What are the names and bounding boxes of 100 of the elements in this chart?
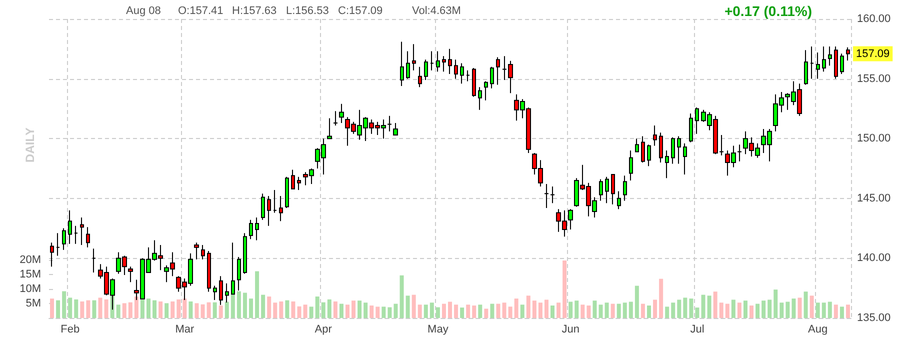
candlestick <box>834 46 838 80</box>
bar <box>798 298 802 318</box>
bar <box>188 301 193 318</box>
bar <box>846 304 850 318</box>
bar <box>442 304 446 318</box>
candlestick <box>261 193 265 220</box>
bar <box>412 294 416 318</box>
bar <box>279 301 284 318</box>
bar <box>810 296 814 318</box>
bar <box>683 298 688 318</box>
bar <box>671 302 676 318</box>
bar <box>182 298 187 318</box>
bar <box>610 304 615 318</box>
bar <box>466 304 470 318</box>
bar <box>719 302 724 318</box>
candlestick <box>339 103 344 124</box>
candlestick <box>828 46 832 66</box>
bar <box>358 300 362 318</box>
bar <box>526 296 530 318</box>
y-tick-label: 135.00 <box>857 312 891 324</box>
bar <box>695 308 700 318</box>
candlestick <box>496 56 500 86</box>
candlestick <box>659 132 663 164</box>
bar <box>484 308 488 318</box>
bar <box>562 260 567 318</box>
candlestick <box>677 136 681 164</box>
bar <box>460 308 464 318</box>
bar <box>750 306 754 318</box>
candlestick <box>472 68 476 98</box>
bar <box>218 306 223 318</box>
candlestick <box>387 115 392 132</box>
bar <box>273 302 278 318</box>
x-tick-label: Jun <box>562 324 580 336</box>
candlestick <box>544 184 549 208</box>
bar <box>834 304 838 318</box>
y2-tick-label: 20M <box>20 254 41 266</box>
bar <box>580 304 585 318</box>
bar <box>840 306 844 318</box>
y2-tick-label: 15M <box>20 268 41 280</box>
candlestick <box>623 175 627 202</box>
candlestick <box>484 80 488 101</box>
bar <box>249 298 254 318</box>
bar <box>508 306 512 318</box>
bar <box>622 302 627 318</box>
bar <box>267 296 272 318</box>
candlestick <box>568 208 573 230</box>
candlestick <box>327 118 332 140</box>
candlestick <box>737 144 742 162</box>
bar <box>665 306 670 318</box>
bar <box>50 298 54 318</box>
text: O:157.41 <box>178 5 224 17</box>
candlestick <box>297 176 301 191</box>
bar <box>592 300 597 318</box>
bar <box>520 304 524 318</box>
candlestick <box>207 250 211 292</box>
bar <box>92 300 96 318</box>
bar <box>780 302 784 318</box>
candlestick <box>418 66 422 88</box>
bar <box>472 306 476 318</box>
bar <box>170 301 175 318</box>
bar <box>315 296 320 318</box>
bar <box>236 291 241 318</box>
bar <box>616 304 621 318</box>
bar <box>490 304 494 318</box>
candlestick <box>74 225 78 244</box>
bar <box>406 296 410 318</box>
candlestick <box>430 50 434 71</box>
bar <box>164 303 169 318</box>
y-tick-label: 145.00 <box>857 192 891 204</box>
bar <box>212 302 217 318</box>
bar <box>364 302 368 318</box>
candlestick <box>629 150 633 181</box>
candlestick <box>683 142 687 175</box>
bar <box>634 286 639 318</box>
candlestick <box>635 138 639 152</box>
x-tick-label: Jul <box>690 324 704 336</box>
bar <box>200 304 205 318</box>
candlestick <box>201 244 205 260</box>
bar <box>707 296 712 318</box>
candlestick <box>243 232 247 274</box>
candlestick <box>249 219 253 240</box>
bar <box>370 306 374 318</box>
bar <box>556 302 561 318</box>
bar <box>816 302 820 318</box>
candlestick <box>436 50 440 72</box>
candlestick <box>291 169 295 190</box>
bar <box>496 304 500 318</box>
bar <box>194 303 199 318</box>
bar <box>98 298 102 318</box>
bar <box>689 298 694 318</box>
bar <box>502 302 506 318</box>
candlestick <box>400 41 404 86</box>
bar <box>206 302 211 318</box>
bar <box>430 302 434 318</box>
candlestick <box>605 176 609 204</box>
bar <box>116 304 120 318</box>
candlestick <box>442 56 446 72</box>
bar <box>659 278 664 318</box>
bar <box>514 298 518 318</box>
bar <box>122 303 126 318</box>
